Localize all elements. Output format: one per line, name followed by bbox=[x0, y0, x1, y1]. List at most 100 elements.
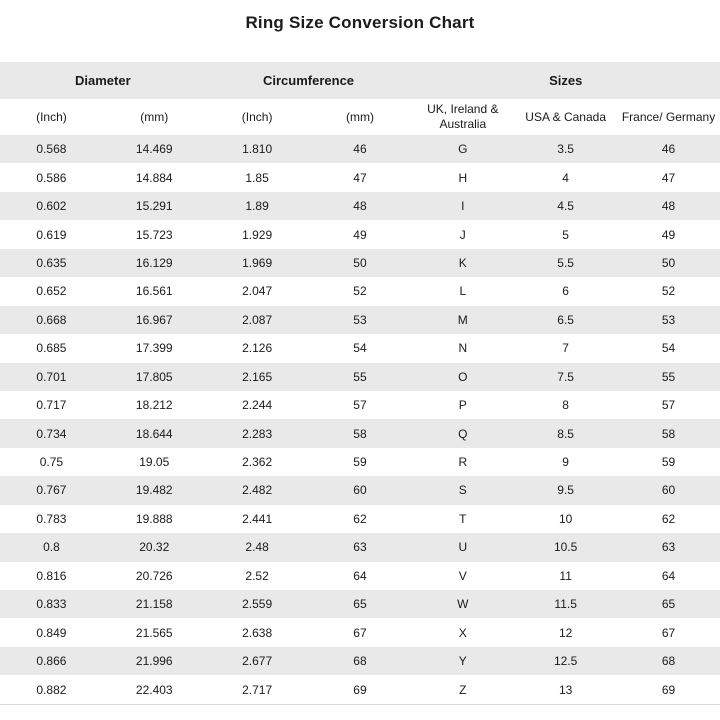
column-group-sizes: Sizes bbox=[411, 62, 720, 99]
table-cell: 4 bbox=[514, 163, 618, 192]
table-cell: 69 bbox=[308, 675, 412, 705]
table-cell: 60 bbox=[308, 476, 412, 505]
table-cell: 2.482 bbox=[205, 476, 309, 505]
table-cell: 7.5 bbox=[514, 362, 618, 391]
table-cell: U bbox=[411, 533, 515, 562]
table-cell: 13 bbox=[514, 675, 618, 705]
page-title: Ring Size Conversion Chart bbox=[245, 13, 475, 32]
table-cell: 55 bbox=[617, 362, 720, 391]
column-header-france-germany: France/ Germany bbox=[617, 99, 720, 135]
table-cell: 50 bbox=[617, 248, 720, 278]
table-cell: 4.5 bbox=[514, 191, 618, 221]
table-cell: I bbox=[411, 191, 515, 221]
table-cell: 5 bbox=[514, 220, 618, 249]
table-cell: 69 bbox=[617, 675, 720, 705]
table-cell: 2.52 bbox=[205, 561, 309, 590]
table-cell: 0.816 bbox=[0, 561, 103, 590]
column-header-circumference-inch: (Inch) bbox=[205, 99, 309, 135]
table-cell: 67 bbox=[308, 618, 412, 647]
table-cell: 8.5 bbox=[514, 419, 618, 448]
table-cell: 2.165 bbox=[205, 362, 309, 391]
table-cell: 65 bbox=[617, 590, 720, 619]
table-cell: 6 bbox=[514, 277, 618, 306]
column-group-row: Diameter Circumference Sizes bbox=[0, 62, 720, 99]
table-cell: 1.85 bbox=[205, 163, 309, 192]
table-cell: 0.652 bbox=[0, 277, 103, 306]
table-cell: 67 bbox=[617, 618, 720, 647]
table-head: Diameter Circumference Sizes (Inch) (mm)… bbox=[0, 62, 720, 135]
table-cell: 10 bbox=[514, 504, 618, 534]
table-cell: 0.8 bbox=[0, 533, 103, 562]
table-cell: 21.565 bbox=[102, 618, 206, 647]
table-cell: 62 bbox=[308, 504, 412, 534]
table-cell: T bbox=[411, 504, 515, 534]
table-cell: 64 bbox=[308, 561, 412, 590]
table-cell: 11 bbox=[514, 561, 618, 590]
table-cell: 2.244 bbox=[205, 390, 309, 420]
table-cell: H bbox=[411, 163, 515, 192]
table-cell: 48 bbox=[308, 191, 412, 221]
table-cell: 2.638 bbox=[205, 618, 309, 647]
table-cell: 46 bbox=[308, 135, 412, 164]
table-cell: 20.32 bbox=[102, 533, 206, 562]
table-row: 0.568 14.469 1.810 46 G 3.5 46 bbox=[0, 135, 720, 164]
table-row: 0.586 14.884 1.85 47 H 4 47 bbox=[0, 163, 720, 192]
table-cell: 19.05 bbox=[102, 447, 206, 477]
table-cell: 55 bbox=[308, 362, 412, 391]
table-cell: 53 bbox=[308, 305, 412, 335]
table-cell: 0.685 bbox=[0, 334, 103, 363]
table-cell: 2.283 bbox=[205, 419, 309, 448]
table-cell: 15.723 bbox=[102, 220, 206, 249]
table-body: 0.568 14.469 1.810 46 G 3.5 46 0.586 14.884 1.85 4… bbox=[0, 135, 720, 705]
table-cell: Y bbox=[411, 646, 515, 676]
table-cell: 0.882 bbox=[0, 675, 103, 705]
table-cell: 12.5 bbox=[514, 646, 618, 676]
table-cell: 68 bbox=[308, 646, 412, 676]
table-row: 0.816 20.726 2.52 64 V 11 64 bbox=[0, 561, 720, 590]
table-cell: 2.717 bbox=[205, 675, 309, 705]
table-cell: 3.5 bbox=[514, 135, 618, 164]
table-cell: 19.482 bbox=[102, 476, 206, 505]
table-cell: 16.129 bbox=[102, 248, 206, 278]
table-cell: 60 bbox=[617, 476, 720, 505]
table-cell: 16.561 bbox=[102, 277, 206, 306]
table-cell: 0.734 bbox=[0, 419, 103, 448]
table-cell: 21.996 bbox=[102, 646, 206, 676]
table-cell: 0.635 bbox=[0, 248, 103, 278]
table-cell: 15.291 bbox=[102, 191, 206, 221]
table-row: 0.8 20.32 2.48 63 U 10.5 63 bbox=[0, 533, 720, 562]
table-cell: 0.602 bbox=[0, 191, 103, 221]
column-header-usa-canada: USA & Canada bbox=[514, 99, 618, 135]
table-cell: G bbox=[411, 135, 515, 164]
table-cell: 49 bbox=[308, 220, 412, 249]
table-cell: W bbox=[411, 590, 515, 619]
table-cell: 6.5 bbox=[514, 305, 618, 335]
table-cell: 46 bbox=[617, 135, 720, 164]
table-cell: 2.559 bbox=[205, 590, 309, 619]
table-cell: Q bbox=[411, 419, 515, 448]
table-row: 0.783 19.888 2.441 62 T 10 62 bbox=[0, 504, 720, 534]
table-row: 0.767 19.482 2.482 60 S 9.5 60 bbox=[0, 476, 720, 505]
table-cell: 57 bbox=[308, 390, 412, 420]
table-cell: 0.586 bbox=[0, 163, 103, 192]
table-cell: 17.399 bbox=[102, 334, 206, 363]
table-cell: 59 bbox=[308, 447, 412, 477]
table-cell: 12 bbox=[514, 618, 618, 647]
table-cell: 54 bbox=[308, 334, 412, 363]
table-cell: 50 bbox=[308, 248, 412, 278]
table-cell: 54 bbox=[617, 334, 720, 363]
table-cell: L bbox=[411, 277, 515, 306]
table-cell: 2.677 bbox=[205, 646, 309, 676]
table-cell: S bbox=[411, 476, 515, 505]
table-row: 0.833 21.158 2.559 65 W 11.5 65 bbox=[0, 590, 720, 619]
table-cell: 65 bbox=[308, 590, 412, 619]
table-cell: K bbox=[411, 248, 515, 278]
table-cell: 59 bbox=[617, 447, 720, 477]
table-cell: 11.5 bbox=[514, 590, 618, 619]
table-cell: 0.701 bbox=[0, 362, 103, 391]
table-cell: 16.967 bbox=[102, 305, 206, 335]
table-cell: 20.726 bbox=[102, 561, 206, 590]
table-row: 0.635 16.129 1.969 50 K 5.5 50 bbox=[0, 248, 720, 278]
table-cell: 9.5 bbox=[514, 476, 618, 505]
